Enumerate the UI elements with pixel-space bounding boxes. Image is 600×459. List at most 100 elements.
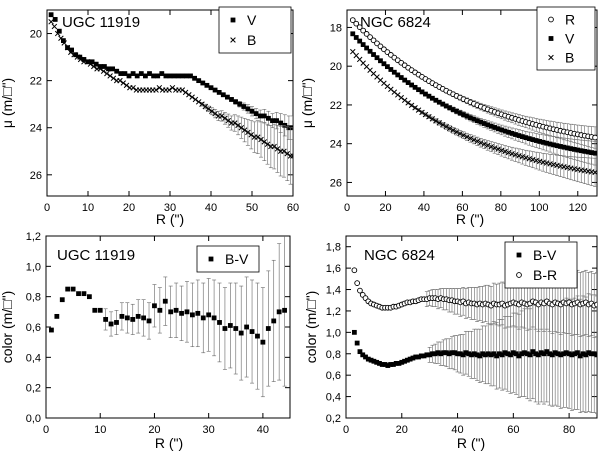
data-point <box>516 353 522 359</box>
data-point <box>97 307 103 313</box>
data-point <box>412 84 418 90</box>
data-point <box>216 90 222 95</box>
data-point <box>424 352 430 358</box>
x-tick-label: 80 <box>495 202 507 214</box>
data-point <box>189 94 195 100</box>
data-point <box>536 352 541 358</box>
legend-box <box>218 6 292 54</box>
data-point <box>61 38 66 44</box>
data-point <box>106 66 111 72</box>
panel-ugc11919-color: 0 10 20 30 40 0,0 0,2 0,4 0,6 0,8 1,0 1,2 R (") color… <box>0 231 291 451</box>
y-axis-label: color (m/□") <box>303 291 319 364</box>
data-point <box>261 113 267 119</box>
data-point <box>485 142 491 149</box>
data-point <box>104 70 110 77</box>
y-tick-label: 0,2 <box>326 413 341 425</box>
data-point <box>401 97 408 104</box>
data-point <box>188 73 193 79</box>
data-point <box>527 352 533 358</box>
data-point <box>423 91 428 97</box>
data-point <box>192 96 199 103</box>
data-point <box>271 143 277 150</box>
data-point <box>412 104 418 111</box>
data-point <box>395 92 401 98</box>
x-tick-label: 40 <box>418 202 430 214</box>
x-tick-label: 0 <box>343 424 349 436</box>
data-point <box>464 134 470 140</box>
data-point <box>464 113 470 119</box>
data-point <box>155 73 161 79</box>
data-point <box>266 115 271 121</box>
data-point <box>457 351 463 357</box>
data-point <box>492 125 498 130</box>
data-point <box>471 351 477 357</box>
data-point <box>447 105 453 111</box>
data-point <box>555 351 561 357</box>
data-point <box>509 150 515 157</box>
data-point <box>592 150 597 156</box>
data-point <box>409 82 415 88</box>
data-point <box>523 135 529 141</box>
data-point <box>444 350 449 356</box>
data-point <box>241 127 248 133</box>
legend: RVB <box>536 6 596 71</box>
data-point <box>418 353 424 359</box>
data-point <box>264 141 271 147</box>
x-tick-label: 60 <box>456 202 468 214</box>
data-point <box>435 350 441 356</box>
data-point <box>466 351 472 357</box>
data-point <box>416 87 421 93</box>
data-point <box>498 147 505 154</box>
data-point <box>391 69 397 75</box>
data-point <box>505 149 512 156</box>
data-point <box>450 107 456 112</box>
data-point <box>220 92 226 98</box>
y-tick-label: 20 <box>30 29 42 41</box>
data-point <box>351 329 357 335</box>
data-point <box>474 352 480 358</box>
y-tick-label: 1,8 <box>326 242 341 254</box>
data-point <box>107 73 113 79</box>
data-point <box>427 352 433 358</box>
data-point <box>516 133 522 138</box>
data-point <box>575 147 581 153</box>
data-point <box>552 350 558 356</box>
legend: B-V B-R <box>504 241 578 289</box>
data-point <box>97 66 104 72</box>
y-tick-label: 1,2 <box>26 231 41 243</box>
data-point <box>179 87 186 93</box>
data-point <box>582 148 588 154</box>
data-point <box>86 294 92 300</box>
data-point <box>502 148 508 155</box>
data-point <box>488 352 494 358</box>
data-point <box>407 356 413 362</box>
data-point <box>48 19 54 25</box>
y-tick-label: 1,2 <box>326 306 341 318</box>
x-tick-label: 0 <box>344 202 350 214</box>
y-tick-label: 0,2 <box>26 383 41 395</box>
data-point <box>506 129 511 135</box>
data-point <box>395 72 401 78</box>
legend-marker <box>548 36 554 41</box>
data-point <box>561 144 567 150</box>
data-point <box>146 318 152 324</box>
data-point <box>184 309 190 315</box>
data-point <box>512 152 519 158</box>
data-point <box>505 351 511 357</box>
data-point <box>260 339 266 345</box>
data-point <box>64 44 71 51</box>
y-tick-label: 0,6 <box>26 322 41 334</box>
data-point <box>222 115 228 122</box>
data-point <box>92 307 98 313</box>
y-tick-label: 1,0 <box>26 261 41 273</box>
data-point <box>452 350 458 356</box>
y-tick-label: 0,0 <box>26 413 41 425</box>
data-point <box>454 108 460 114</box>
data-point <box>248 132 254 138</box>
data-point <box>524 351 530 357</box>
data-point <box>238 124 245 131</box>
data-point <box>232 120 238 126</box>
data-point <box>159 71 165 76</box>
data-point <box>130 317 136 322</box>
data-point <box>415 107 422 113</box>
